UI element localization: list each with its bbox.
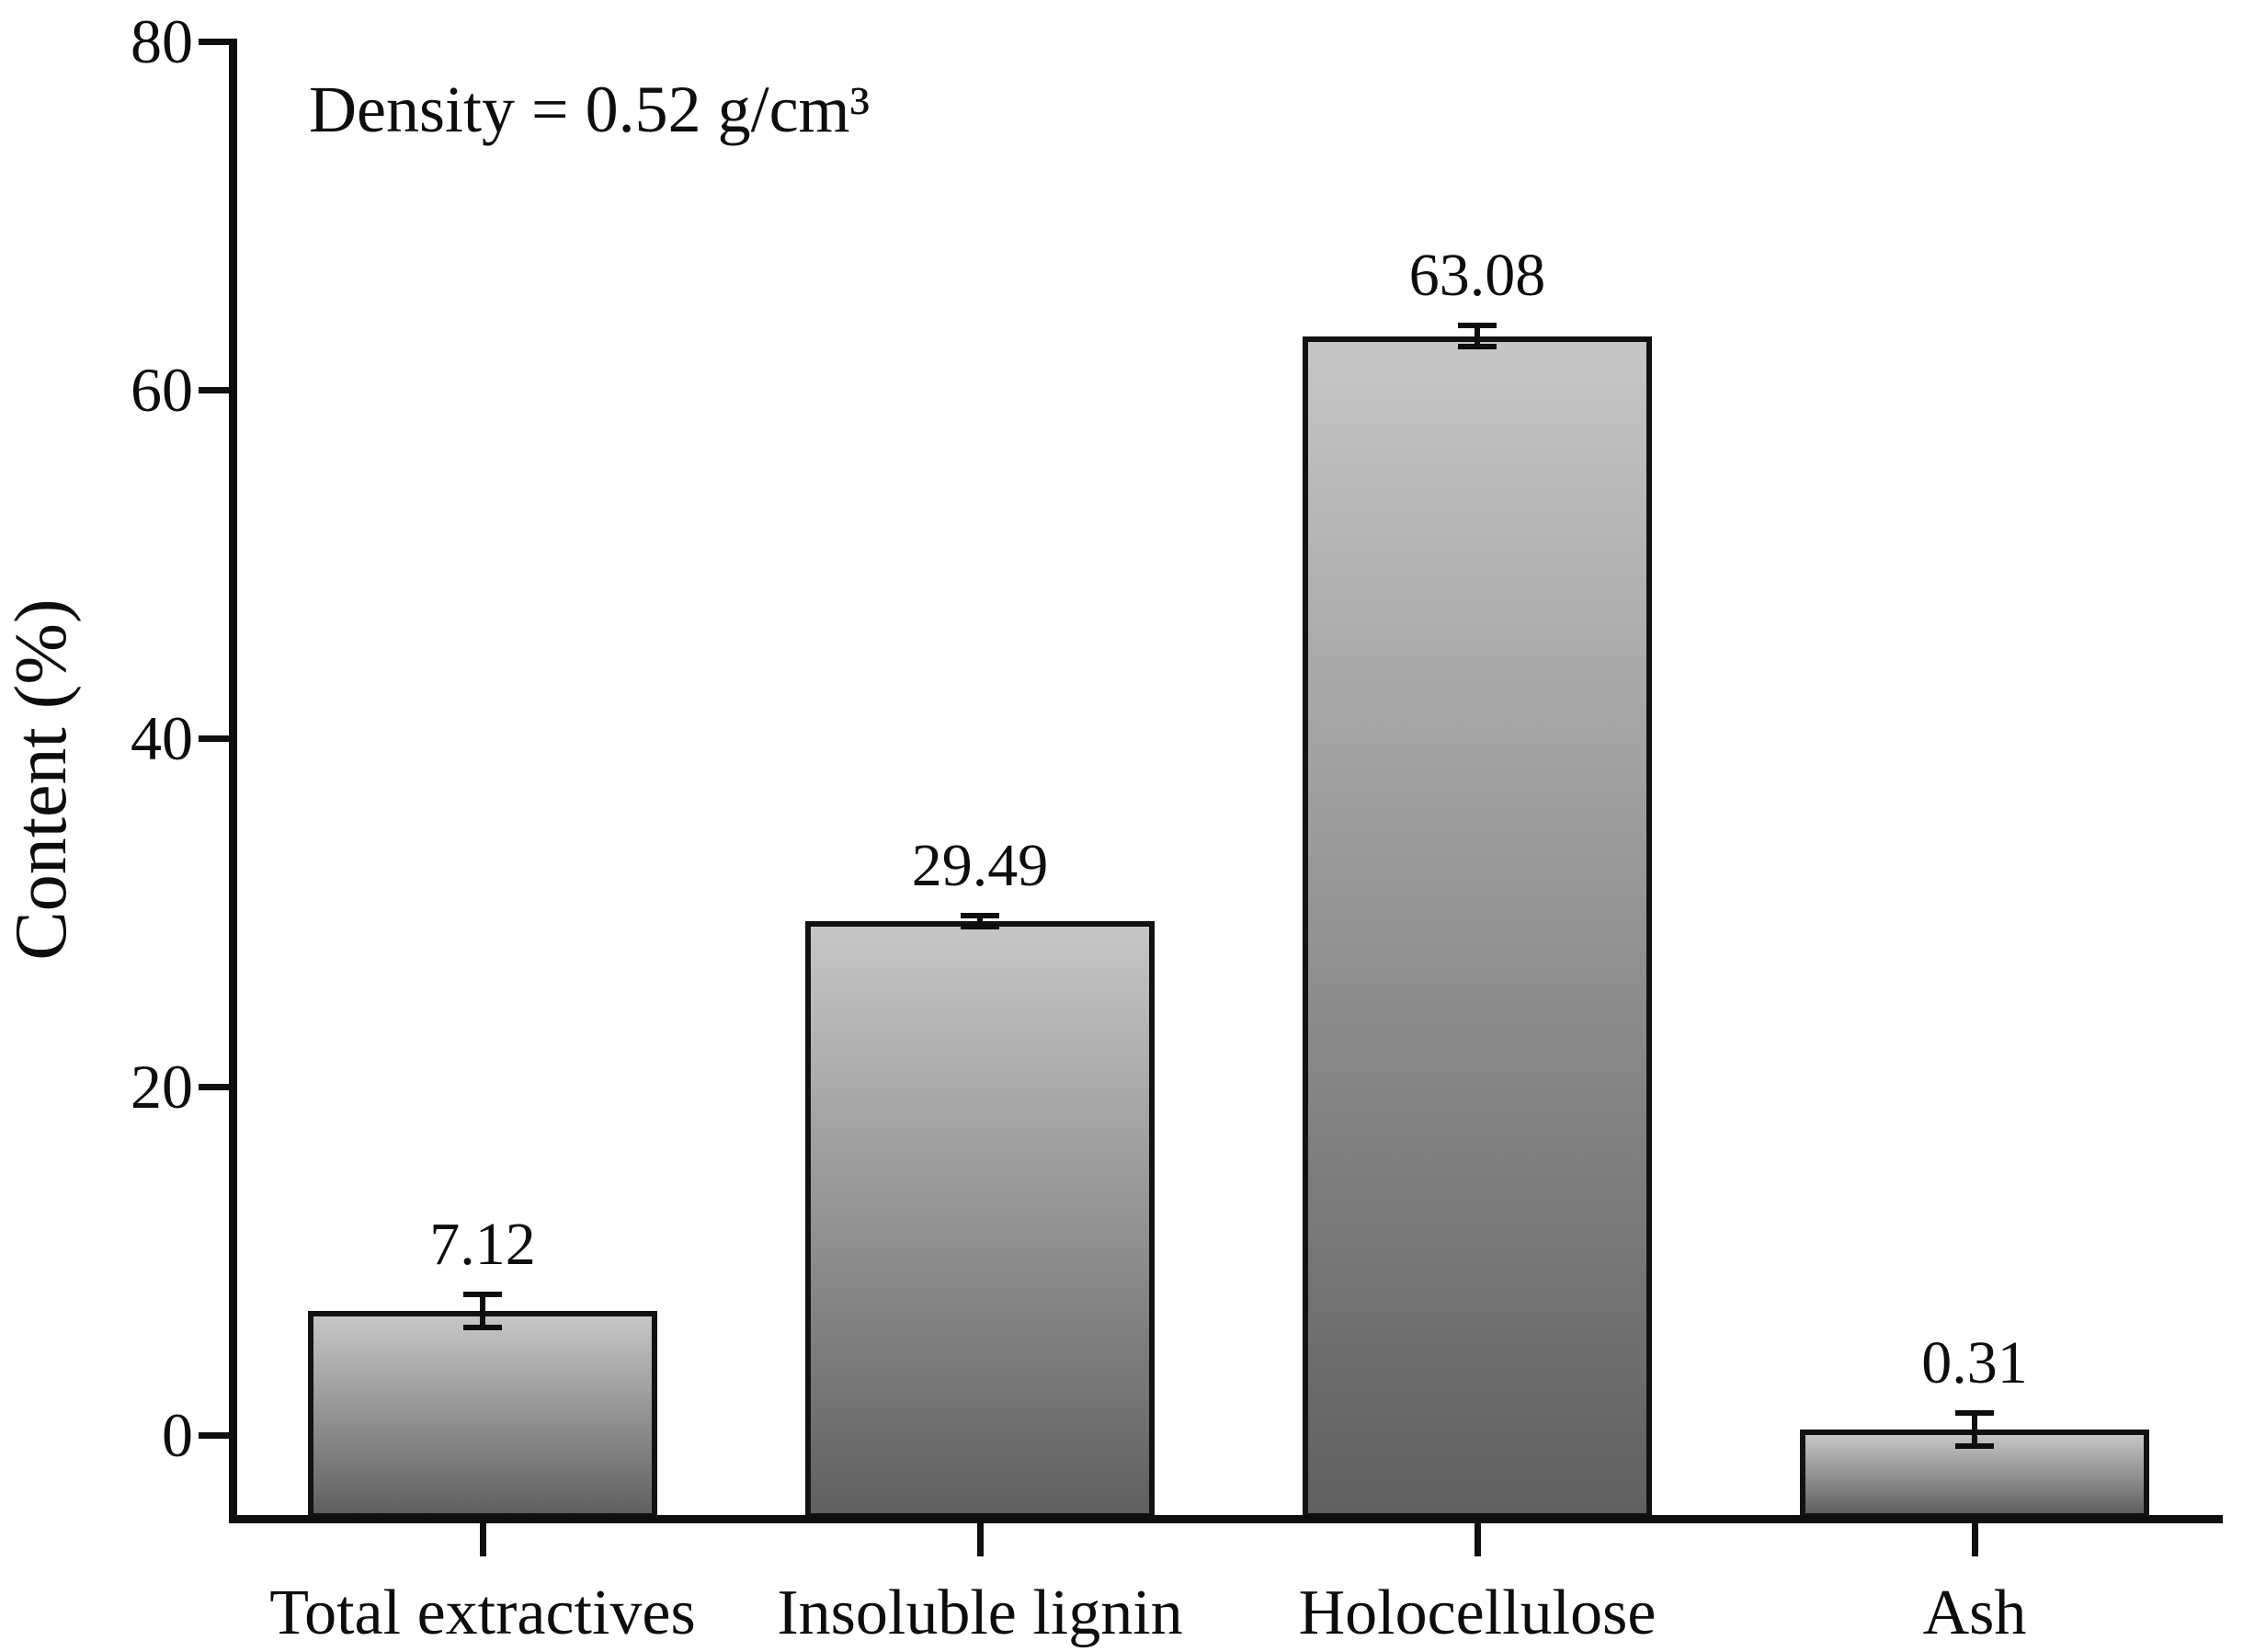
bar-value-label: 7.12 [429, 1211, 536, 1279]
y-axis-tick [199, 1084, 233, 1090]
x-axis-tick [976, 1523, 984, 1556]
y-axis-title: Content (%) [1, 598, 82, 961]
category-label: Insoluble lignin [777, 1578, 1183, 1648]
y-axis-line [229, 39, 237, 1522]
error-bar-line [480, 1294, 485, 1328]
x-axis-tick [479, 1523, 486, 1556]
y-axis-tick [199, 39, 233, 45]
y-axis-tick-label: 0 [162, 1400, 193, 1470]
y-axis-tick-label: 40 [131, 703, 193, 773]
x-axis-line [229, 1515, 2223, 1523]
error-bar-top-cap [463, 1292, 502, 1298]
x-axis-tick [1971, 1523, 1978, 1556]
error-bar-line [1474, 325, 1480, 347]
density-annotation: Density = 0.52 g/cm³ [309, 73, 871, 146]
y-axis-tick-label: 60 [131, 355, 193, 425]
bar-value-label: 0.31 [1921, 1329, 2028, 1397]
category-label: Holocellulose [1298, 1578, 1657, 1648]
category-label: Total extractives [269, 1578, 696, 1648]
bar-value-label: 63.08 [1408, 242, 1546, 310]
y-axis-tick [199, 1432, 233, 1439]
error-bar-top-cap [961, 913, 999, 919]
y-axis-tick-label: 20 [131, 1052, 193, 1122]
bar-holocellulose [1303, 336, 1652, 1519]
error-bar-top-cap [1955, 1410, 1994, 1417]
bar-value-label: 29.49 [911, 832, 1049, 900]
category-label: Ash [1922, 1578, 2027, 1648]
y-axis-tick [199, 735, 233, 742]
x-axis-tick [1474, 1523, 1481, 1556]
bar-total-extractives [308, 1311, 657, 1519]
error-bar-bottom-cap [1955, 1443, 1994, 1450]
bar-insoluble-lignin [805, 921, 1155, 1519]
error-bar-top-cap [1458, 323, 1497, 329]
error-bar-bottom-cap [1458, 344, 1497, 349]
error-bar-line [977, 916, 983, 927]
error-bar-bottom-cap [961, 923, 999, 929]
y-axis-tick [199, 387, 233, 393]
error-bar-bottom-cap [463, 1325, 502, 1331]
error-bar-line [1972, 1413, 1977, 1447]
y-axis-tick-label: 80 [131, 6, 193, 76]
